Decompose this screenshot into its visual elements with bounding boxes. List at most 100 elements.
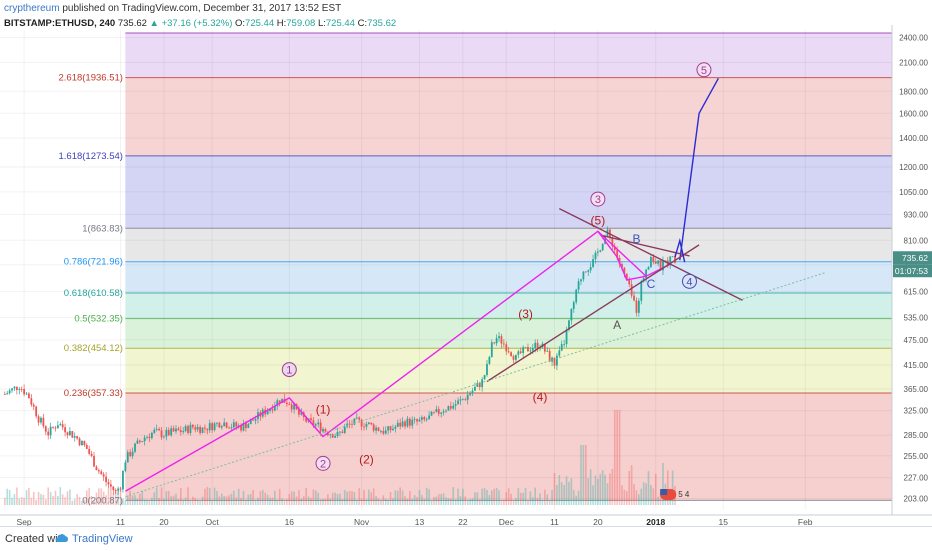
candle-body [196,426,199,430]
candle-body [457,400,459,405]
volume-bar [642,482,645,505]
volume-bar [466,500,469,505]
wave-label: (1) [316,403,331,417]
volume-bar [481,488,483,505]
volume-bar [218,496,221,505]
volume-bar [582,445,585,505]
volume-bar [249,494,252,505]
publish-header: crypthereum published on TradingView.com… [4,3,341,14]
candle-body [211,423,214,431]
volume-bar [288,494,291,505]
candle-body [433,411,435,413]
price-tick-label: 2100.00 [899,59,928,68]
candle-body [35,406,38,417]
volume-bar [370,492,373,505]
time-tick-label: 22 [458,517,468,526]
candle-body [40,417,42,423]
volume-bar [184,497,187,505]
candle-body [490,342,493,357]
candle-body [416,419,418,422]
volume-bar [146,500,148,505]
projection-line [679,77,720,261]
volume-bar [322,498,324,505]
fib-level-label: 2.618(1936.51) [58,73,122,84]
candle-body [401,421,404,427]
price-tick-label: 1200.00 [899,163,928,172]
candle-body [42,417,45,427]
volume-bar [54,490,57,505]
volume-bar [88,487,90,505]
volume-bar [522,492,524,505]
candle-body [592,259,594,268]
open-label: O: [235,18,246,29]
candle-body [59,424,62,426]
candle-body [317,422,320,425]
candle-body [322,429,324,432]
candle-body [348,423,351,425]
volume-bar [592,485,594,505]
current-price-tag [893,251,932,265]
volume-bar [476,492,479,505]
time-tick-label: Dec [499,517,515,526]
candle-body [423,417,426,420]
volume-bar [112,493,115,505]
candle-body [628,280,631,285]
candle-body [334,435,337,438]
candle-body [269,408,271,411]
volume-bar [527,500,529,505]
volume-bar [71,500,74,505]
volume-bar [8,490,11,505]
fib-level-label: 0.236(357.33) [64,388,123,399]
low-label: L: [317,18,326,29]
volume-bar [69,489,71,505]
candle-body [474,386,476,391]
volume-bar [76,494,78,505]
author-link[interactable]: crypthereum [4,3,60,14]
candle-body [363,426,365,428]
volume-bar [47,487,50,505]
candle-body [288,404,291,405]
volume-bar [628,470,631,505]
volume-bar [78,496,81,505]
volume-bar [266,494,269,505]
volume-bar [196,499,199,505]
candle-body [150,432,153,439]
volume-bar [317,492,320,505]
volume-bar [160,487,163,505]
wave-circle-marker [696,62,712,78]
candle-body [505,344,508,352]
candle-body [175,428,177,432]
wave-circle-marker [315,455,331,471]
candle-body [486,363,488,376]
volume-bar [346,491,348,505]
price-tick-label: 203.00 [904,494,929,503]
candle-body [560,344,563,351]
candle-body [8,390,11,394]
candle-body [285,402,288,405]
current-price-label: 735.62 [902,253,928,263]
candle-body [273,406,276,411]
volume-bars [4,410,676,505]
tradingview-brand[interactable]: TradingView [72,533,133,545]
candle-body [500,336,503,344]
candle-body [452,405,455,409]
volume-bar [35,499,37,505]
volume-bar [423,498,426,505]
price-chart[interactable]: 0(200.87) 0.236(357.33) 0.382(454.12) 0.5(5… [0,0,932,526]
candle-body [519,351,522,353]
candle-body [102,474,105,477]
volume-bar [630,465,633,505]
candle-body [360,419,363,427]
candle-body [266,410,269,415]
candle-body [493,342,496,344]
volume-bar [486,489,488,505]
volume-bar [563,485,565,505]
volume-bar [259,491,262,505]
volume-bar [66,491,69,505]
volume-bar [151,497,153,505]
candle-body [546,350,549,352]
candle-body [216,422,218,424]
candle-body [228,427,230,429]
candle-body [54,427,57,429]
volume-bar [510,493,512,505]
